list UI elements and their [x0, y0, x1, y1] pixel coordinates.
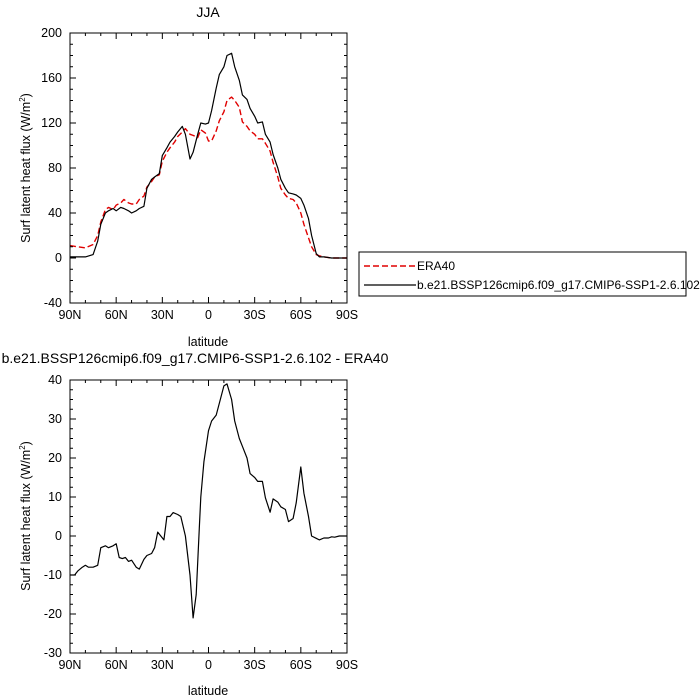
bottom-y-tick-label: 0: [55, 529, 62, 543]
top-y-tick-label: 200: [41, 26, 62, 40]
top-y-tick-label: 0: [55, 251, 62, 265]
top-y-axis-label: Surf latent heat flux (W/m2): [18, 93, 33, 243]
top-x-tick-label: 90N: [59, 308, 82, 322]
top-y-tick-label: 80: [48, 161, 62, 175]
top-x-tick-label: 0: [205, 308, 212, 322]
top-series-line-0: [69, 96, 347, 259]
bottom-x-tick-label: 30S: [244, 658, 266, 672]
legend-label-model: b.e21.BSSP126cmip6.f09_g17.CMIP6-SSP1-2.…: [417, 278, 700, 292]
bottom-y-axis-label-superscript: 2: [18, 445, 27, 450]
top-series-line-1: [70, 52, 347, 259]
bottom-x-tick-label: 30N: [151, 658, 174, 672]
top-x-tick-label: 30N: [151, 308, 174, 322]
bottom-x-tick-label: 60S: [290, 658, 312, 672]
bottom-x-tick-label: 60N: [105, 658, 128, 672]
top-plot-title: JJA: [196, 4, 220, 20]
bottom-series-line-0: [70, 383, 347, 619]
bottom-x-axis-label: latitude: [188, 684, 228, 698]
bottom-y-tick-label: 40: [48, 373, 62, 387]
bottom-x-tick-label: 0: [205, 658, 212, 672]
top-axis-ticks: 90N 60N 30N 0 30S 60S 90S -40 0 40 80 120 160 200: [41, 26, 358, 322]
bottom-series-lines: [70, 383, 347, 619]
bottom-y-tick-label: -10: [44, 568, 62, 582]
top-x-tick-label: 30S: [244, 308, 266, 322]
top-y-axis-label-close: ): [19, 93, 33, 97]
top-x-tick-label: 60N: [105, 308, 128, 322]
top-x-tick-label: 60S: [290, 308, 312, 322]
bottom-x-tick-label: 90N: [59, 658, 82, 672]
bottom-y-tick-label: 10: [48, 490, 62, 504]
bottom-axis-ticks: 90N 60N 30N 0 30S 60S 90S -30 -20 -10 0 10 20 30 40: [44, 373, 358, 672]
top-panel-jja: JJA 90N 60N 30N 0 30S 60S 90S -40 0 40 80 120 160 200…: [18, 4, 700, 349]
bottom-x-tick-label: 90S: [336, 658, 358, 672]
top-plot-frame: [69, 32, 348, 304]
top-x-tick-label: 90S: [336, 308, 358, 322]
bottom-y-tick-label: -20: [44, 607, 62, 621]
bottom-y-axis-label: Surf latent heat flux (W/m2): [18, 441, 33, 591]
bottom-y-axis-label-close: ): [19, 441, 33, 445]
bottom-y-tick-label: 30: [48, 412, 62, 426]
top-y-tick-label: 120: [41, 116, 62, 130]
top-series-lines: [69, 52, 347, 259]
bottom-y-tick-label: 20: [48, 451, 62, 465]
top-y-tick-label: 160: [41, 71, 62, 85]
bottom-y-axis-label-main: Surf latent heat flux (W/m: [19, 450, 33, 591]
top-y-axis-label-main: Surf latent heat flux (W/m: [19, 102, 33, 243]
legend-label-era40: ERA40: [417, 259, 455, 273]
top-x-axis-label: latitude: [188, 335, 228, 349]
top-y-tick-label: 40: [48, 206, 62, 220]
bottom-plot-frame: [69, 379, 348, 654]
bottom-panel-difference: b.e21.BSSP126cmip6.f09_g17.CMIP6-SSP1-2.…: [2, 350, 389, 698]
bottom-plot-title: b.e21.BSSP126cmip6.f09_g17.CMIP6-SSP1-2.…: [2, 350, 389, 366]
top-y-tick-label: -40: [44, 296, 62, 310]
legend-box: [358, 251, 687, 297]
bottom-y-tick-label: -30: [44, 646, 62, 660]
legend: ERA40 b.e21.BSSP126cmip6.f09_g17.CMIP6-S…: [358, 251, 700, 297]
top-y-axis-label-superscript: 2: [18, 97, 27, 102]
